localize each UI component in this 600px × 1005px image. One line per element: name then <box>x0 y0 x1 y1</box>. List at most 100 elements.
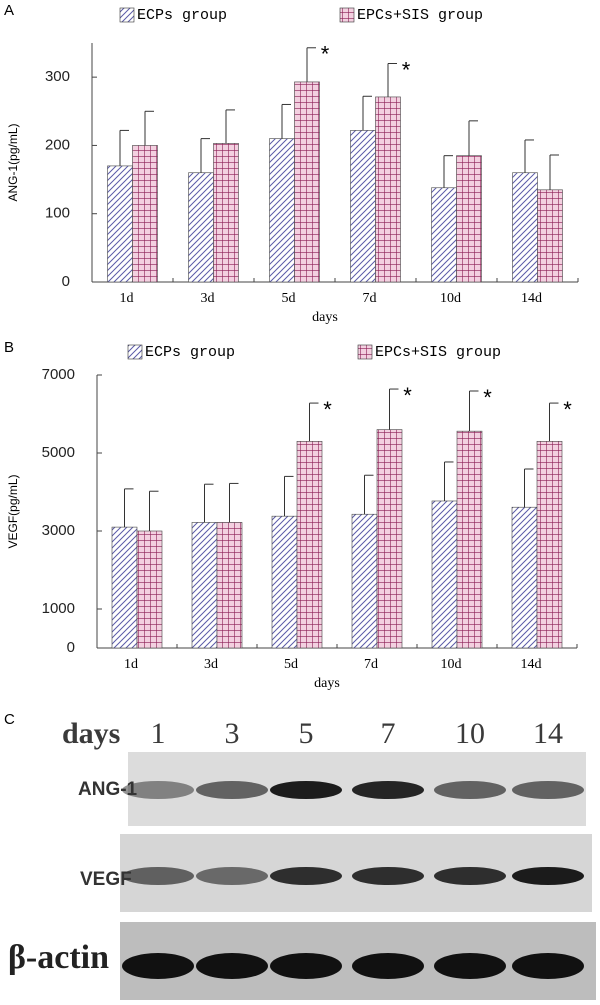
blot-band <box>122 867 194 885</box>
error-bar <box>200 138 210 173</box>
error-bar <box>124 488 134 528</box>
significance-mark: * <box>323 397 332 422</box>
blot-row-label: ANG-1 <box>78 779 138 800</box>
bar <box>107 165 133 283</box>
error-bar <box>306 47 316 82</box>
blot-band <box>122 781 194 799</box>
x-tick-label: 10d <box>440 291 461 306</box>
x-tick-label: 3d <box>201 291 215 306</box>
lane-label: 3 <box>225 717 240 750</box>
panel-label: C <box>4 711 15 728</box>
bar <box>216 522 243 649</box>
bar <box>376 429 403 649</box>
legend-label: ECPs group <box>145 344 235 361</box>
blot-band <box>196 867 268 885</box>
bar <box>350 130 376 283</box>
x-tick-label: 5d <box>284 657 298 672</box>
bar <box>191 522 218 649</box>
error-bar <box>387 62 397 97</box>
error-bar <box>362 95 372 131</box>
significance-mark: * <box>563 397 572 422</box>
bar <box>375 96 401 283</box>
blot-row-label: VEGF <box>80 869 132 890</box>
lane-label: 1 <box>151 717 166 750</box>
error-bar <box>389 388 399 430</box>
y-tick-label: 7000 <box>42 366 75 383</box>
blot-band <box>270 781 342 799</box>
blot-band <box>270 953 342 979</box>
bar <box>511 506 538 649</box>
significance-mark: * <box>402 57 411 82</box>
bar <box>537 189 563 283</box>
blot-band <box>434 953 506 979</box>
error-bar <box>443 155 453 188</box>
lane-label: 5 <box>299 717 314 750</box>
y-tick-label: 200 <box>45 136 70 153</box>
error-bar <box>524 139 534 173</box>
x-tick-label: 7d <box>364 657 378 672</box>
blot-band <box>352 953 424 979</box>
error-bar <box>444 461 454 501</box>
legend-swatch <box>127 344 143 360</box>
blot-band <box>434 781 506 799</box>
lane-label: 14 <box>533 717 563 750</box>
y-tick-label: 1000 <box>42 600 75 617</box>
legend-swatch <box>119 7 135 23</box>
error-bar <box>204 483 214 523</box>
y-tick-label: 5000 <box>42 444 75 461</box>
error-bar <box>469 390 479 432</box>
bar <box>213 143 239 283</box>
blot-band <box>512 781 584 799</box>
y-tick-label: 100 <box>45 205 70 222</box>
blot-band <box>122 953 194 979</box>
x-tick-label: 14d <box>521 291 542 306</box>
significance-mark: * <box>321 42 330 67</box>
x-tick-label: 7d <box>363 291 377 306</box>
y-tick-label: 3000 <box>42 522 75 539</box>
blot-band <box>196 953 268 979</box>
y-tick-label: 300 <box>45 68 70 85</box>
blot-band <box>512 953 584 979</box>
blot-band <box>352 867 424 885</box>
error-bar <box>225 109 235 144</box>
bar <box>536 440 563 649</box>
x-tick-label: 10d <box>441 657 462 672</box>
error-bar <box>284 475 294 517</box>
blot-band <box>434 867 506 885</box>
y-tick-label: 0 <box>62 273 70 290</box>
significance-mark: * <box>403 383 412 408</box>
blot-bands <box>122 781 584 979</box>
error-bar <box>549 402 559 442</box>
blot-band <box>270 867 342 885</box>
error-bar <box>309 402 319 442</box>
bar <box>132 145 158 283</box>
bar <box>431 187 457 283</box>
blot-row-label: β-actin <box>8 939 109 976</box>
legend-label: EPCs+SIS group <box>357 7 483 24</box>
panel-label: B <box>4 339 14 356</box>
y-axis-label: VEGF(pg/mL) <box>6 474 20 548</box>
lane-label: 7 <box>381 717 396 750</box>
bar <box>456 155 482 283</box>
error-bar <box>144 110 154 146</box>
blot-band <box>352 781 424 799</box>
legend-label: ECPs group <box>137 7 227 24</box>
bar <box>431 500 458 649</box>
error-bar <box>549 154 559 190</box>
bar <box>294 81 320 283</box>
bar <box>296 440 323 649</box>
blot-header: days <box>62 717 120 750</box>
x-tick-label: 1d <box>124 657 138 672</box>
bar <box>271 515 298 649</box>
bar <box>188 172 214 283</box>
error-bar <box>468 120 478 156</box>
lane-label: 10 <box>455 717 485 750</box>
x-tick-label: 5d <box>282 291 296 306</box>
error-bar <box>281 103 291 139</box>
significance-mark: * <box>483 385 492 410</box>
bar <box>456 430 483 649</box>
error-bar <box>229 482 239 523</box>
bar <box>269 138 295 283</box>
